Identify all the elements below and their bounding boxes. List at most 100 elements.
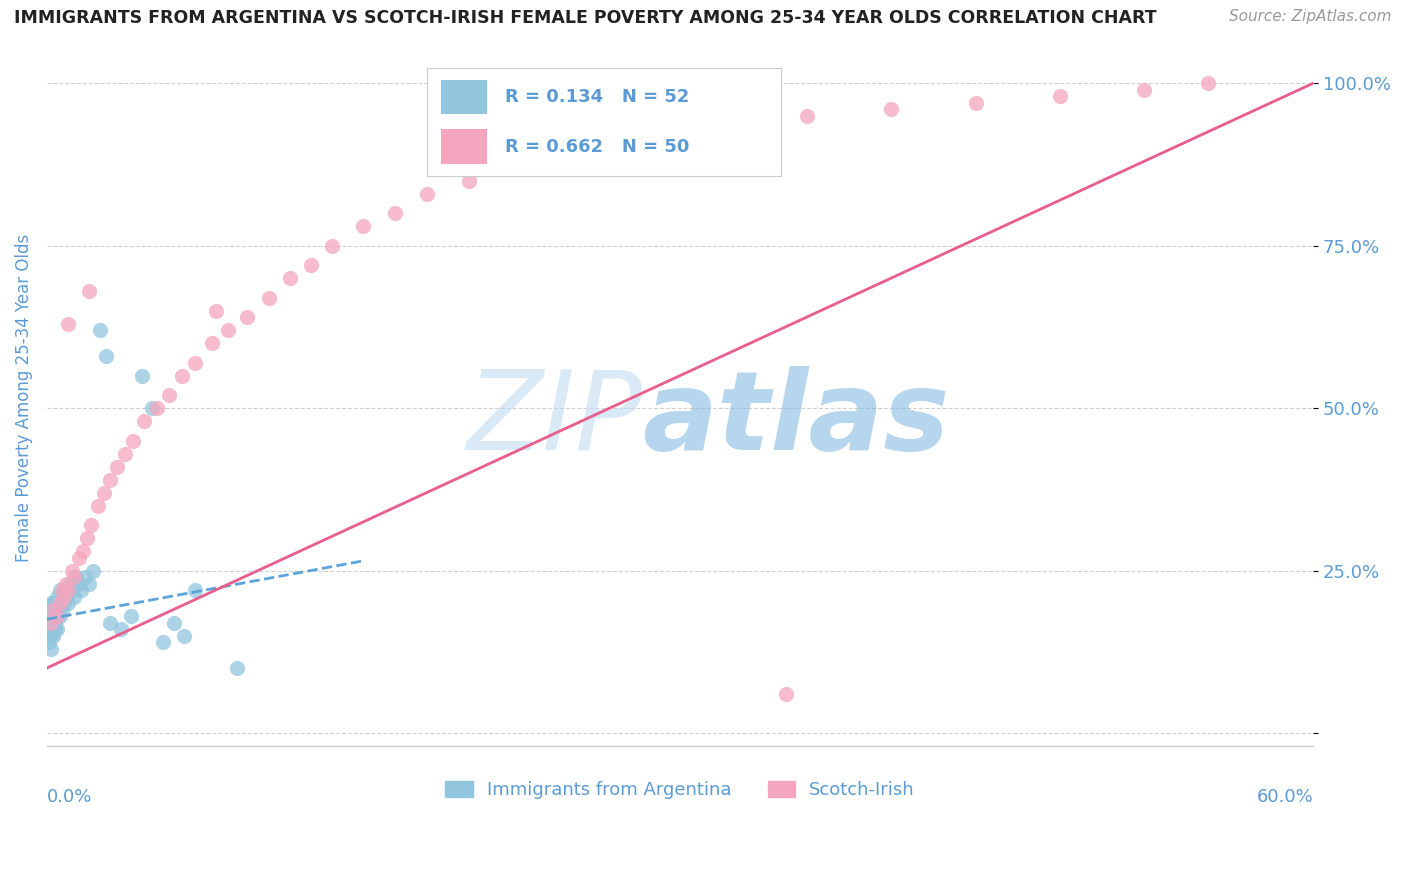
Point [458, 174, 481, 188]
Point [56, 582, 79, 597]
Point [67, 550, 90, 565]
Point [42, 602, 65, 616]
Point [1049, 89, 1071, 103]
Y-axis label: Female Poverty Among 25-34 Year Olds: Female Poverty Among 25-34 Year Olds [15, 235, 32, 563]
Point [42, 628, 65, 642]
Point [796, 109, 818, 123]
Point [225, 661, 247, 675]
Point [1197, 76, 1219, 90]
Point [98, 615, 121, 630]
Point [60, 582, 83, 597]
Text: 0.0%: 0.0% [46, 788, 93, 805]
Point [44, 596, 66, 610]
Point [44, 622, 66, 636]
Point [46, 602, 69, 616]
Point [145, 401, 167, 415]
Point [46, 590, 69, 604]
Point [56, 317, 79, 331]
Text: Source: ZipAtlas.com: Source: ZipAtlas.com [1229, 9, 1392, 24]
Point [59, 576, 82, 591]
Point [1133, 83, 1156, 97]
Point [38, 635, 60, 649]
Point [627, 128, 650, 143]
Point [51, 602, 73, 616]
Point [42, 615, 65, 630]
Point [76, 531, 98, 545]
Point [200, 336, 222, 351]
Point [39, 615, 62, 630]
Point [52, 590, 75, 604]
Point [38, 602, 60, 616]
Point [38, 628, 60, 642]
Point [44, 602, 66, 616]
Point [39, 609, 62, 624]
Point [48, 596, 70, 610]
Point [55, 590, 77, 604]
Text: ZIP: ZIP [467, 366, 643, 473]
Point [77, 576, 100, 591]
Text: atlas: atlas [643, 366, 949, 473]
Point [55, 576, 77, 591]
Point [152, 635, 174, 649]
Point [236, 310, 259, 324]
Point [52, 582, 75, 597]
Point [65, 570, 87, 584]
Point [131, 368, 153, 383]
Point [69, 582, 91, 597]
Point [278, 271, 301, 285]
Point [120, 609, 142, 624]
Point [170, 368, 193, 383]
Point [72, 544, 94, 558]
Point [299, 258, 322, 272]
Point [321, 238, 343, 252]
Point [217, 323, 239, 337]
Point [416, 186, 439, 201]
Point [965, 95, 987, 110]
Point [51, 590, 73, 604]
Point [564, 154, 586, 169]
Point [38, 615, 60, 630]
Text: IMMIGRANTS FROM ARGENTINA VS SCOTCH-IRISH FEMALE POVERTY AMONG 25-34 YEAR OLDS C: IMMIGRANTS FROM ARGENTINA VS SCOTCH-IRIS… [14, 9, 1157, 27]
Point [46, 609, 69, 624]
Point [183, 355, 205, 369]
Point [132, 414, 155, 428]
Point [86, 499, 108, 513]
Point [39, 628, 62, 642]
Point [48, 596, 70, 610]
Point [775, 687, 797, 701]
Point [353, 219, 375, 234]
Point [67, 576, 90, 591]
Point [42, 609, 65, 624]
Point [56, 596, 79, 610]
Point [384, 206, 406, 220]
Point [63, 570, 86, 584]
Point [46, 622, 69, 636]
Point [39, 641, 62, 656]
Point [880, 102, 903, 116]
Point [63, 590, 86, 604]
Point [52, 596, 75, 610]
Point [257, 291, 280, 305]
Point [94, 349, 117, 363]
Point [204, 303, 226, 318]
Point [44, 615, 66, 630]
Point [56, 582, 79, 597]
Point [98, 473, 121, 487]
Point [162, 615, 184, 630]
Point [173, 628, 195, 642]
Point [39, 622, 62, 636]
Point [77, 284, 100, 298]
Point [48, 609, 70, 624]
Point [48, 582, 70, 597]
Point [73, 570, 96, 584]
Point [93, 485, 115, 500]
Point [89, 323, 111, 337]
Point [122, 434, 145, 448]
Point [110, 622, 132, 636]
Point [60, 564, 83, 578]
Point [80, 518, 103, 533]
Legend: Immigrants from Argentina, Scotch-Irish: Immigrants from Argentina, Scotch-Irish [439, 773, 922, 806]
Point [46, 609, 69, 624]
Point [42, 596, 65, 610]
Text: 60.0%: 60.0% [1257, 788, 1313, 805]
